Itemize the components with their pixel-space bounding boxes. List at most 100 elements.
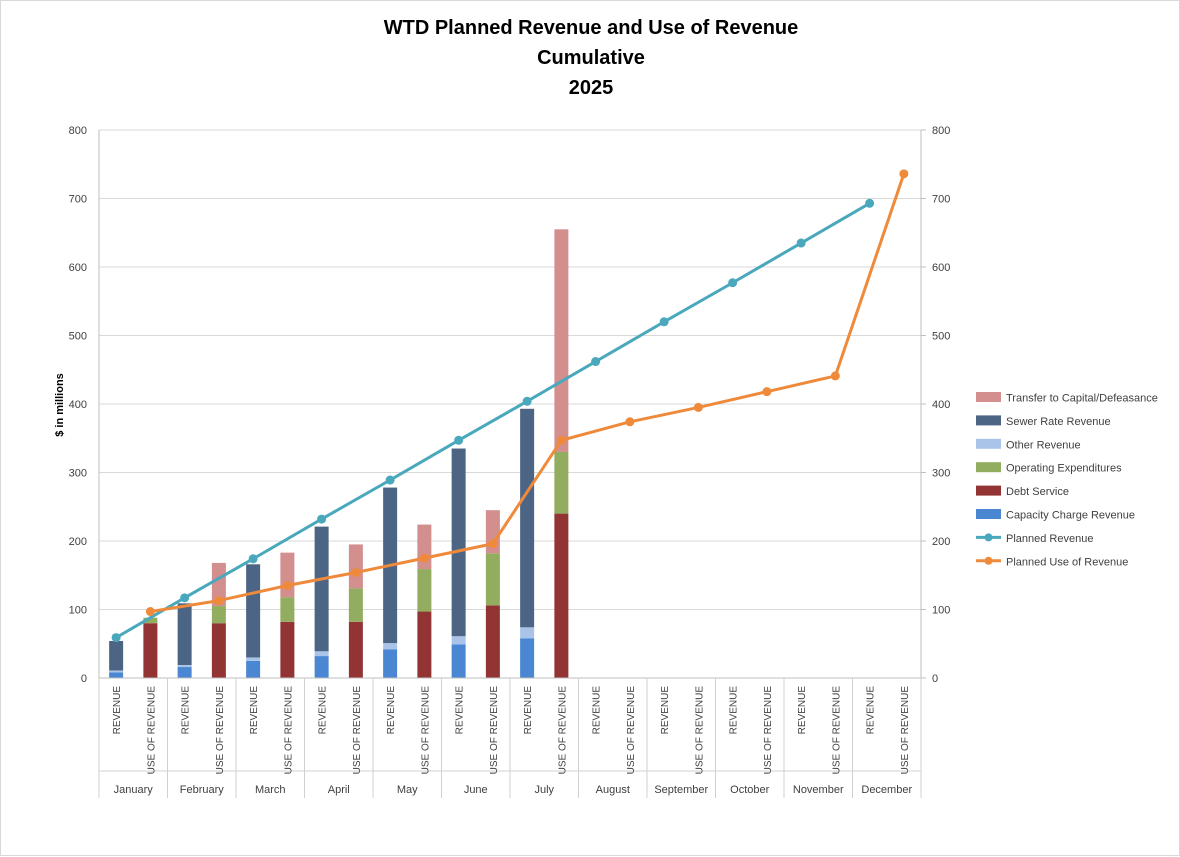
planned-use-of-revenue-point-july [556,435,566,445]
y-tick-label: 0 [81,673,87,685]
x-month-label: September [654,784,708,796]
legend-marker-planned-use-of-revenue [984,556,993,565]
use-bar-operating-expenditures-february [211,606,226,624]
axes [98,130,922,798]
x-subcategory-label: USE OF REVENUE [146,686,157,775]
y-tick-label: 500 [69,331,87,343]
use-bar-transfer-to-capital-defeasance-july [554,229,569,452]
revenue-bar-capacity-charge-revenue-july [520,638,535,678]
y-tick-label: 100 [69,605,87,617]
planned-revenue-point-may [385,475,395,485]
planned-revenue-point-august [591,357,601,367]
x-subcategory-label: REVENUE [592,686,603,735]
chart-title-line-3: 2025 [569,77,614,99]
use-bar-transfer-to-capital-defeasance-march [280,552,295,598]
y-tick-label: 600 [69,262,87,274]
revenue-bar-capacity-charge-revenue-april [314,656,329,678]
use-bar-operating-expenditures-march [280,597,295,622]
revenue-bar-sewer-rate-revenue-march [246,564,261,658]
planned-revenue-point-july [522,396,532,406]
revenue-bar-other-revenue-april [314,651,329,657]
revenue-bar-sewer-rate-revenue-april [314,526,329,652]
x-month-label: February [180,784,225,796]
x-subcategory-label: USE OF REVENUE [489,686,500,775]
revenue-bar-sewer-rate-revenue-june [451,448,466,637]
x-subcategory-label: REVENUE [523,686,534,735]
planned-revenue-point-october [728,278,738,288]
revenue-bar-capacity-charge-revenue-january [109,672,124,678]
x-subcategory-label: REVENUE [729,686,740,735]
x-month-label: January [114,784,154,796]
planned-revenue-point-january [111,633,121,643]
planned-revenue-point-june [454,435,464,445]
x-subcategory-label: USE OF REVENUE [694,686,705,775]
use-bar-transfer-to-capital-defeasance-april [348,544,363,589]
use-bar-operating-expenditures-june [485,553,500,606]
x-subcategory-label: REVENUE [181,686,192,735]
x-month-label: December [861,784,912,796]
legend-label-planned-revenue: Planned Revenue [1006,533,1093,545]
planned-use-of-revenue-point-september [693,402,703,412]
revenue-bar-capacity-charge-revenue-may [383,649,398,678]
y-tick-label: 300 [69,468,87,480]
x-subcategory-label: REVENUE [866,686,877,735]
revenue-bar-capacity-charge-revenue-march [246,660,261,678]
y-tick-label: 400 [69,399,87,411]
legend-label-sewer-rate-revenue: Sewer Rate Revenue [1006,416,1111,428]
legend-label-transfer-to-capital-defeasance: Transfer to Capital/Defeasance [1006,393,1158,405]
use-bar-operating-expenditures-january [143,617,158,624]
legend-label-planned-use-of-revenue: Planned Use of Revenue [1006,556,1128,568]
revenue-bar-sewer-rate-revenue-february [177,603,192,665]
legend-swatch-debt-service [976,485,1001,496]
planned-use-of-revenue-point-may [419,553,429,563]
x-subcategory-label: REVENUE [112,686,123,735]
use-bar-operating-expenditures-may [417,569,432,612]
x-month-label: May [397,784,418,796]
revenue-bar-other-revenue-february [177,664,192,668]
legend-marker-planned-revenue [984,533,993,542]
planned-use-of-revenue-point-january [145,607,155,617]
x-subcategory-label: REVENUE [455,686,466,735]
y-axis-label: $ in millions [54,373,66,437]
y2-tick-label: 0 [932,673,938,685]
planned-revenue-point-march [248,554,258,564]
revenue-bar-other-revenue-june [451,636,466,645]
legend-swatch-capacity-charge-revenue [976,509,1001,519]
y2-tick-label: 200 [932,536,950,548]
use-bar-debt-service-april [348,621,363,678]
planned-use-of-revenue-point-february [214,596,224,606]
planned-use-of-revenue-point-november [830,371,840,381]
x-month-label: March [255,784,286,796]
legend-label-other-revenue: Other Revenue [1006,439,1081,451]
use-bar-debt-service-june [485,605,500,678]
y-tick-label: 200 [69,536,87,548]
revenue-bar-other-revenue-may [383,643,398,650]
gridlines [99,129,921,610]
use-bar-transfer-to-capital-defeasance-february [211,562,226,607]
revenue-bar-capacity-charge-revenue-february [177,667,192,678]
x-month-label: October [730,784,769,796]
use-bar-debt-service-july [554,513,569,678]
planned-revenue-point-april [317,514,327,524]
legend-swatch-other-revenue [976,438,1001,449]
x-month-label: April [328,784,350,796]
chart-title-line-1: WTD Planned Revenue and Use of Revenue [384,17,799,39]
planned-use-of-revenue-point-april [351,568,361,578]
planned-use-of-revenue-point-june [488,539,498,549]
use-bar-debt-service-february [211,623,226,678]
y2-axis-ticks: 0 100 200 300 400 500 600 700 800 [921,125,950,685]
x-subcategory-label: USE OF REVENUE [763,686,774,775]
use-bar-debt-service-may [417,611,432,678]
planned-revenue-point-september [659,317,669,327]
x-subcategory-label: REVENUE [249,686,260,735]
x-month-label: June [464,784,488,796]
use-bar-operating-expenditures-april [348,588,363,622]
planned-revenue-line [115,201,871,639]
y-tick-label: 800 [69,125,87,137]
planned-use-of-revenue-point-december [899,169,909,179]
legend-label-debt-service: Debt Service [1006,486,1069,498]
x-subcategory-label: REVENUE [797,686,808,735]
x-subcategory-label: USE OF REVENUE [420,686,431,775]
